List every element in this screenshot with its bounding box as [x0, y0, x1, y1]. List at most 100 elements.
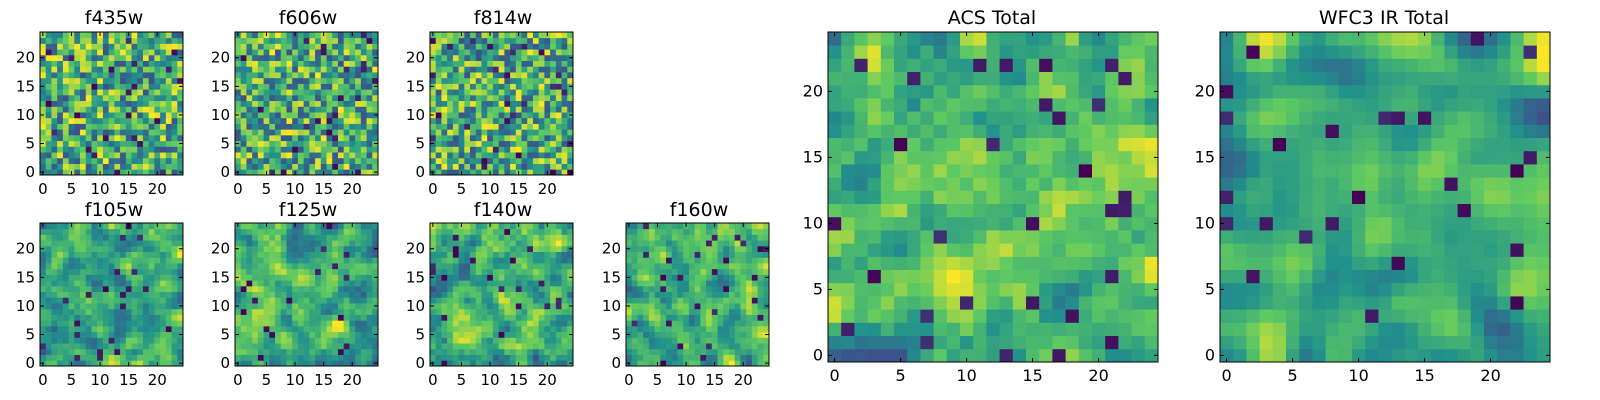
heatmap-cell: [137, 234, 144, 241]
heatmap-cell: [80, 43, 87, 50]
heatmap-cell: [332, 274, 339, 281]
heatmap-cell: [504, 134, 511, 142]
heatmap-cell: [435, 228, 442, 235]
heatmap-cell: [332, 285, 339, 293]
heatmap-cell: [74, 157, 81, 164]
heatmap-cell: [711, 354, 718, 361]
heatmap-cell: [97, 343, 104, 350]
heatmap-cell: [510, 240, 517, 247]
heatmap-cell: [1144, 322, 1159, 336]
heatmap-cell: [470, 37, 477, 44]
heatmap-cell: [74, 308, 81, 315]
heatmap-cell: [332, 337, 339, 344]
heatmap-cell: [532, 343, 540, 350]
heatmap-cell: [498, 83, 505, 90]
heatmap-cell: [177, 89, 184, 96]
heatmap-cell: [51, 140, 58, 147]
heatmap-cell: [487, 291, 494, 298]
heatmap-cell: [257, 285, 264, 293]
heatmap-cell: [441, 303, 448, 310]
x-tick-label: 0: [428, 180, 438, 198]
heatmap-cell: [740, 331, 747, 338]
heatmap-cell: [85, 320, 92, 327]
heatmap-cell: [337, 72, 345, 79]
heatmap-cell: [326, 228, 333, 235]
heatmap-cell: [666, 348, 673, 355]
heatmap-cell: [326, 140, 333, 147]
heatmap-cell: [763, 268, 770, 275]
heatmap-cell: [527, 234, 534, 241]
heatmap-cell: [757, 280, 764, 287]
heatmap-cell: [74, 163, 81, 170]
heatmap-cell: [464, 129, 471, 136]
heatmap-cell: [91, 66, 98, 73]
heatmap-cell: [297, 94, 305, 102]
heatmap-cell: [246, 280, 253, 287]
heatmap-cell: [286, 297, 293, 304]
heatmap-cell: [292, 285, 299, 293]
heatmap-cell: [654, 268, 661, 275]
heatmap-cell: [315, 129, 322, 136]
heatmap-cell: [447, 43, 454, 50]
heatmap-cell: [1105, 322, 1119, 336]
heatmap-cell: [372, 337, 379, 344]
heatmap-cell: [131, 32, 138, 39]
heatmap-cell: [137, 228, 144, 235]
heatmap-cell: [746, 325, 753, 333]
heatmap-cell: [828, 190, 842, 204]
heatmap-cell: [366, 72, 373, 79]
heatmap-cell: [57, 100, 64, 107]
heatmap-cell: [120, 337, 127, 344]
axes-frame: [234, 222, 379, 367]
heatmap-cell: [631, 354, 638, 361]
heatmap-cell: [740, 354, 747, 361]
heatmap-cell: [521, 106, 528, 113]
heatmap-cell: [740, 234, 747, 241]
heatmap-cell: [160, 274, 167, 281]
heatmap-cell: [567, 263, 574, 270]
heatmap-cell: [102, 343, 110, 350]
heatmap-cell: [1012, 309, 1027, 323]
heatmap-cell: [280, 123, 287, 130]
y-tick-label: 10: [602, 297, 621, 315]
heatmap-cell: [717, 263, 724, 270]
heatmap-cell: [933, 335, 948, 350]
heatmap-cell: [85, 263, 92, 270]
heatmap-cell: [45, 83, 52, 90]
heatmap-cell: [1131, 243, 1146, 257]
heatmap-cell: [108, 234, 115, 241]
heatmap-cell: [372, 314, 379, 321]
heatmap-cell: [315, 325, 322, 333]
heatmap-cell: [492, 140, 500, 147]
heatmap-cell: [343, 89, 350, 96]
heatmap-cell: [567, 152, 574, 159]
heatmap-cell: [177, 343, 184, 350]
heatmap-cell: [349, 77, 356, 84]
heatmap-cell: [441, 314, 448, 321]
heatmap-cell: [131, 77, 138, 84]
heatmap-cell: [567, 37, 574, 44]
heatmap-cell: [125, 348, 132, 355]
heatmap-cell: [154, 303, 161, 310]
heatmap-cell: [360, 152, 367, 159]
heatmap-cell: [430, 228, 437, 235]
heatmap-cell: [643, 285, 650, 293]
heatmap-cell: [475, 157, 482, 164]
heatmap-cell: [475, 54, 482, 61]
heatmap-cell: [337, 257, 345, 264]
heatmap-cell: [303, 123, 310, 130]
heatmap-cell: [85, 285, 92, 293]
heatmap-cell: [920, 256, 934, 270]
heatmap-cell: [544, 331, 551, 338]
heatmap-cell: [343, 163, 350, 170]
heatmap-cell: [332, 234, 339, 241]
heatmap-cell: [165, 274, 172, 281]
heatmap-cell: [263, 348, 270, 355]
heatmap-cell: [257, 343, 264, 350]
heatmap-cell: [332, 360, 339, 367]
heatmap-cell: [464, 89, 471, 96]
heatmap-cell: [532, 251, 540, 258]
heatmap-cell: [481, 343, 488, 350]
heatmap-cell: [492, 169, 500, 176]
heatmap-cell: [555, 112, 562, 119]
